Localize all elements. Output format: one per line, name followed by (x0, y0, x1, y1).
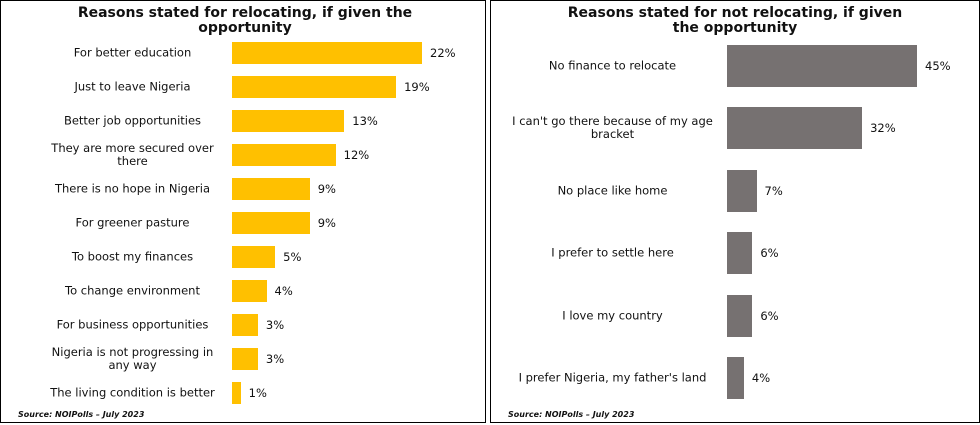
value-label: 6% (760, 308, 779, 323)
value-label: 32% (870, 121, 896, 136)
bar (727, 294, 753, 337)
bar (727, 45, 917, 87)
category-label: I prefer Nigeria, my father's land (518, 370, 707, 385)
panel (0, 0, 486, 423)
category-label: I prefer to settle here (551, 245, 674, 260)
value-label: 4% (274, 284, 293, 298)
category-label: Nigeria is not progressing in any way (51, 345, 214, 372)
category-label: No finance to relocate (548, 58, 677, 73)
bar (232, 246, 276, 268)
value-label: 45% (925, 59, 951, 73)
source: Source: NOIPolls – July 2023 (508, 410, 635, 419)
value-label: 1% (248, 386, 267, 400)
bar (232, 110, 345, 132)
value-label: 13% (352, 114, 378, 128)
category-label: To boost my finances (71, 249, 194, 264)
value-label: 4% (751, 371, 771, 385)
bar (232, 76, 397, 98)
chart-title: Reasons stated for relocating, if given … (77, 5, 413, 36)
category-label: I can't go there because of my age brack… (512, 114, 713, 142)
category-label: No place like home (557, 183, 668, 198)
value-label: 3% (265, 318, 285, 332)
value-label: 9% (317, 182, 336, 196)
category-label: The living condition is better (50, 385, 215, 400)
category-label: Just to leave Nigeria (74, 79, 191, 94)
category-label: Better job opportunities (63, 113, 202, 128)
bar (232, 42, 422, 64)
category-label: For better education (73, 45, 192, 60)
value-label: 9% (317, 216, 336, 230)
bar (727, 232, 753, 275)
category-label: They are more secured over there (51, 141, 214, 168)
bar (232, 144, 336, 166)
source: Source: NOIPolls – July 2023 (18, 410, 145, 419)
category-label: I love my country (562, 308, 663, 323)
category-label: To change environment (65, 283, 200, 298)
bar (232, 382, 241, 404)
bar (232, 314, 258, 336)
value-label: 3% (265, 352, 285, 366)
bar (232, 178, 310, 200)
value-label: 6% (760, 246, 779, 261)
value-label: 7% (764, 183, 783, 198)
bar (232, 280, 267, 302)
category-label: There is no hope in Nigeria (54, 181, 211, 196)
value-label: 22% (430, 46, 456, 60)
bar (727, 357, 744, 399)
bar (232, 212, 310, 234)
bar (727, 107, 863, 150)
chart-title: Reasons stated for not relocating, if gi… (567, 5, 903, 36)
value-label: 12% (343, 148, 370, 162)
category-label: For greener pasture (75, 215, 190, 230)
value-label: 19% (404, 80, 430, 94)
value-label: 5% (283, 250, 302, 264)
category-label: For business opportunities (56, 317, 209, 332)
bar (232, 348, 258, 370)
bar (727, 169, 757, 212)
